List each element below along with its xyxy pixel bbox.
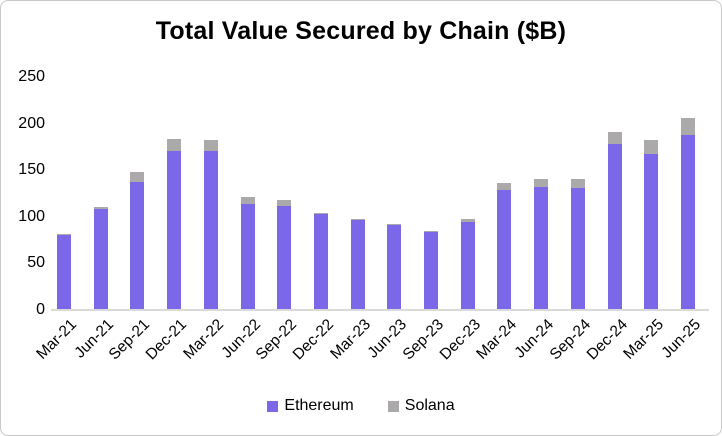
legend-item-ethereum: Ethereum	[267, 397, 354, 414]
bar-ethereum-dec-21	[167, 150, 182, 309]
bar-solana-sep-23	[424, 230, 438, 232]
legend: Ethereum Solana	[1, 398, 721, 414]
bar-ethereum-mar-22	[203, 151, 218, 309]
bar-solana-dec-24	[607, 131, 622, 145]
bar-solana-mar-21	[57, 233, 71, 235]
legend-label-solana: Solana	[404, 397, 455, 414]
bar-ethereum-jun-22	[240, 203, 255, 309]
chart-title: Total Value Secured by Chain ($B)	[155, 17, 567, 45]
y-tick-label-50: 50	[27, 254, 45, 272]
y-tick-label-200: 200	[18, 114, 45, 132]
legend-item-solana: Solana	[387, 397, 455, 414]
legend-label-ethereum: Ethereum	[284, 397, 354, 414]
bar-solana-mar-24	[497, 183, 512, 190]
bar-ethereum-sep-22	[277, 206, 292, 309]
bar-ethereum-jun-23	[387, 225, 402, 309]
y-tick-label-150: 150	[18, 161, 45, 179]
bar-ethereum-jun-24	[534, 186, 549, 309]
bar-solana-jun-21	[93, 207, 108, 210]
bar-solana-jun-24	[534, 178, 549, 187]
y-tick-label-0: 0	[36, 301, 45, 318]
bar-solana-jun-25	[680, 117, 695, 135]
bar-solana-dec-21	[167, 139, 182, 151]
bar-solana-sep-22	[277, 199, 292, 207]
bar-ethereum-dec-22	[313, 213, 328, 309]
solana-swatch-icon	[387, 400, 399, 412]
bar-solana-jun-22	[240, 197, 255, 204]
bar-ethereum-dec-24	[607, 144, 622, 309]
y-tick-label-100: 100	[18, 207, 45, 225]
bar-ethereum-jun-25	[680, 134, 695, 309]
bar-ethereum-sep-23	[424, 231, 438, 309]
bar-solana-dec-22	[313, 213, 328, 214]
bar-ethereum-mar-24	[497, 189, 512, 309]
bar-solana-sep-24	[570, 178, 585, 188]
bar-solana-mar-25	[644, 140, 659, 155]
bar-ethereum-mar-25	[644, 154, 659, 309]
bar-ethereum-jun-21	[93, 209, 108, 309]
x-axis-baseline	[51, 309, 709, 311]
bar-ethereum-sep-21	[130, 182, 145, 309]
bar-solana-sep-21	[130, 171, 145, 183]
y-tick-label-250: 250	[18, 68, 45, 85]
bar-solana-mar-23	[350, 218, 365, 220]
bar-ethereum-mar-21	[57, 234, 71, 309]
bar-solana-dec-23	[460, 218, 475, 223]
bar-solana-jun-23	[387, 224, 402, 226]
bar-solana-mar-22	[203, 140, 218, 152]
bar-ethereum-sep-24	[570, 187, 585, 309]
ethereum-swatch-icon	[267, 400, 279, 412]
bar-ethereum-mar-23	[350, 219, 365, 309]
bar-ethereum-dec-23	[460, 222, 475, 309]
